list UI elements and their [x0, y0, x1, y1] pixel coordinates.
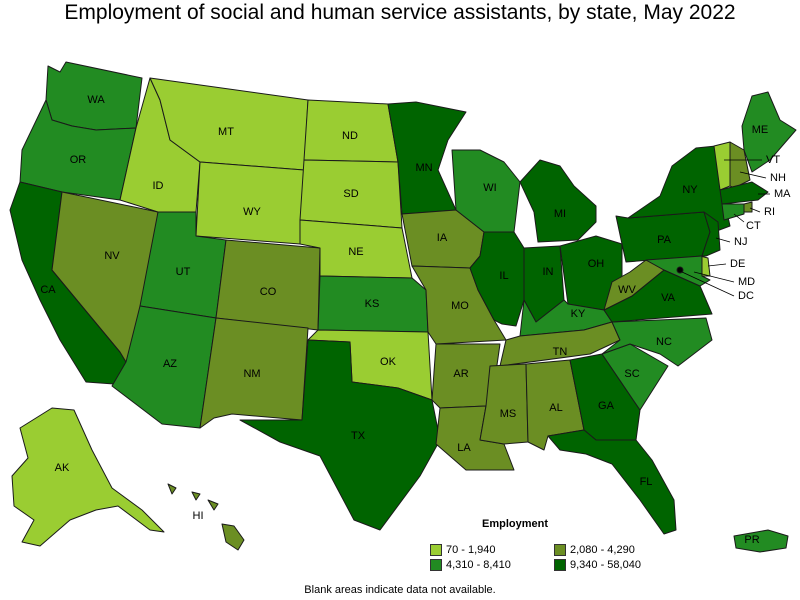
state-label-ia: IA — [437, 232, 448, 244]
state-label-az: AZ — [163, 358, 177, 370]
state-label-sd: SD — [343, 188, 358, 200]
state-label-nc: NC — [656, 336, 672, 348]
leader-line-nh — [739, 171, 767, 179]
state-label-ct: CT — [746, 220, 761, 232]
state-label-ak: AK — [55, 462, 70, 474]
legend-swatch-bin-3 — [554, 559, 566, 571]
state-label-wi: WI — [483, 182, 496, 194]
state-label-la: LA — [457, 442, 471, 454]
legend-label-bin-1: 2,080 - 4,290 — [570, 544, 635, 556]
state-wy — [195, 161, 305, 245]
state-label-vt: VT — [766, 154, 780, 166]
state-label-ma: MA — [774, 188, 791, 200]
state-il — [469, 231, 525, 327]
state-fl — [547, 429, 677, 535]
state-label-tx: TX — [351, 430, 366, 442]
state-label-wy: WY — [243, 206, 261, 218]
leader-line-ct — [733, 213, 745, 223]
state-label-oh: OH — [588, 258, 605, 270]
legend-item-bin-3: 9,340 - 58,040 — [554, 559, 674, 571]
state-ct — [721, 203, 745, 221]
state-label-ks: KS — [365, 298, 380, 310]
state-me — [741, 91, 797, 173]
state-label-wv: WV — [618, 284, 636, 296]
legend-item-bin-1: 2,080 - 4,290 — [554, 544, 674, 556]
state-label-pa: PA — [657, 234, 672, 246]
map-title: Employment of social and human service a… — [64, 1, 736, 24]
state-label-nm: NM — [243, 368, 260, 380]
legend-label-bin-3: 9,340 - 58,040 — [570, 559, 641, 571]
legend: Employment 70 - 1,940 2,080 - 4,290 4,31… — [430, 518, 670, 571]
state-hi — [167, 483, 245, 551]
state-label-nd: ND — [342, 130, 358, 142]
state-label-id: ID — [153, 180, 164, 192]
legend-item-bin-2: 4,310 - 8,410 — [430, 559, 554, 571]
state-label-ri: RI — [764, 206, 775, 218]
state-label-de: DE — [730, 258, 745, 270]
legend-swatch-bin-1 — [554, 544, 566, 556]
labels-layer: WA OR CA NV ID MT WY UT AZ CO NM ND SD NE KS OK TX MN IA MO… — [40, 94, 791, 546]
state-nc — [601, 317, 713, 367]
state-label-va: VA — [661, 292, 676, 304]
state-label-co: CO — [260, 286, 277, 298]
legend-swatch-bin-2 — [430, 559, 442, 571]
state-label-mo: MO — [451, 300, 469, 312]
state-label-md: MD — [738, 276, 755, 288]
state-label-dc: DC — [738, 290, 754, 302]
state-wi — [451, 149, 521, 233]
state-label-nh: NH — [770, 172, 786, 184]
leader-line-md — [693, 271, 735, 283]
state-ma — [719, 181, 769, 205]
state-label-ne: NE — [348, 246, 363, 258]
state-label-ga: GA — [598, 400, 615, 412]
leader-line-ri — [749, 207, 761, 213]
state-label-wa: WA — [87, 94, 105, 106]
legend-grid: 70 - 1,940 2,080 - 4,290 4,310 - 8,410 9… — [430, 544, 670, 571]
state-label-tn: TN — [553, 346, 568, 358]
state-label-al: AL — [549, 402, 562, 414]
state-label-pr: PR — [744, 534, 759, 546]
state-dc — [676, 266, 684, 274]
state-label-sc: SC — [624, 368, 639, 380]
state-label-il: IL — [499, 270, 508, 282]
state-ak — [11, 407, 165, 547]
state-label-hi: HI — [193, 510, 204, 522]
legend-title: Employment — [481, 518, 548, 530]
legend-label-bin-0: 70 - 1,940 — [446, 544, 496, 556]
legend-item-bin-0: 70 - 1,940 — [430, 544, 554, 556]
state-label-ca: CA — [40, 284, 56, 296]
state-label-ok: OK — [380, 356, 397, 368]
state-pr — [733, 529, 789, 553]
state-label-in: IN — [543, 266, 554, 278]
state-label-ky: KY — [571, 308, 586, 320]
leader-line-de — [707, 263, 727, 267]
leader-line-dc — [681, 271, 735, 297]
state-label-fl: FL — [640, 476, 653, 488]
state-ri — [743, 201, 753, 213]
state-label-nj: NJ — [734, 236, 747, 248]
state-label-ms: MS — [500, 408, 517, 420]
state-tx — [239, 339, 441, 531]
state-label-ar: AR — [453, 368, 468, 380]
state-nm — [199, 317, 309, 429]
footnote: Blank areas indicate data not available. — [304, 584, 496, 596]
state-nj — [701, 211, 721, 257]
legend-swatch-bin-0 — [430, 544, 442, 556]
leader-line-nj — [715, 237, 731, 243]
state-label-nv: NV — [104, 250, 120, 262]
state-label-mi: MI — [554, 208, 566, 220]
state-mi — [519, 159, 597, 243]
state-label-mn: MN — [415, 162, 432, 174]
states-layer — [9, 61, 797, 553]
state-mn — [387, 101, 467, 215]
state-label-or: OR — [70, 154, 87, 166]
legend-label-bin-2: 4,310 - 8,410 — [446, 559, 511, 571]
state-label-me: ME — [752, 124, 769, 136]
state-label-ut: UT — [176, 266, 191, 278]
state-label-mt: MT — [218, 126, 234, 138]
state-label-ny: NY — [682, 184, 698, 196]
